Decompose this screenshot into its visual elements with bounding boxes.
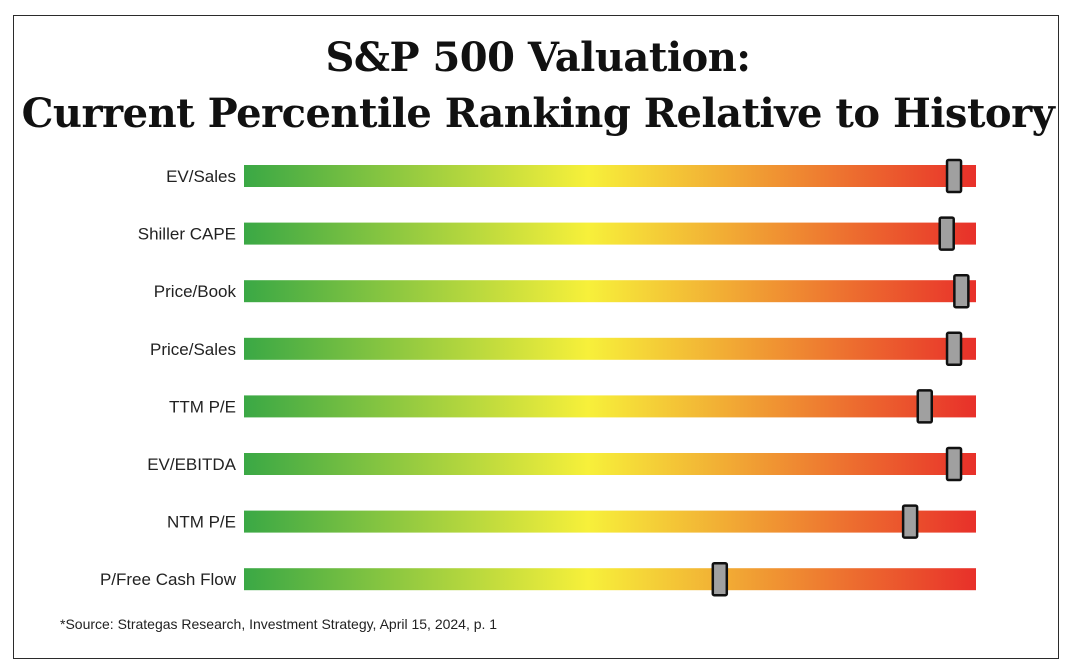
category-label-ev-sales: EV/Sales xyxy=(166,167,236,186)
category-label-shiller-cape: Shiller CAPE xyxy=(138,225,236,244)
category-label-ttm-p-e: TTM P/E xyxy=(169,397,236,416)
gradient-bar-shiller-cape xyxy=(244,222,976,245)
category-label-price-book: Price/Book xyxy=(154,282,237,301)
title-line-1: S&P 500 Valuation: xyxy=(325,34,751,81)
percentile-marker-p-free-cash-flow xyxy=(711,561,729,597)
percentile-marker-price-book xyxy=(953,273,970,309)
gradient-bar-price-book xyxy=(244,280,976,303)
gradient-bar-ev-ebitda xyxy=(244,453,976,475)
category-label-price-sales: Price/Sales xyxy=(150,340,236,359)
gradient-bar-p-free-cash-flow xyxy=(244,568,976,591)
title-line-2: Current Percentile Ranking Relative to H… xyxy=(21,90,1055,137)
gradient-bar-ev-sales xyxy=(244,165,976,187)
percentile-marker-shiller-cape xyxy=(938,216,955,251)
chart-title: S&P 500 Valuation: Current Percentile Ra… xyxy=(0,30,1076,142)
category-label-ntm-p-e: NTM P/E xyxy=(167,513,236,532)
gradient-bar-price-sales xyxy=(244,337,976,360)
gradient-bar-ntm-p-e xyxy=(244,510,976,533)
gradient-bar-ttm-p-e xyxy=(244,395,976,418)
category-label-ev-ebitda: EV/EBITDA xyxy=(147,455,236,474)
percentile-marker-ttm-p-e xyxy=(916,389,934,424)
source-footnote: *Source: Strategas Research, Investment … xyxy=(60,616,498,632)
percentile-marker-price-sales xyxy=(945,331,963,367)
chart-frame xyxy=(13,15,1059,659)
percentile-marker-ev-ebitda xyxy=(945,446,963,482)
percentile-marker-ev-sales xyxy=(945,158,963,194)
percentile-marker-ntm-p-e xyxy=(901,504,919,539)
chart-rows: EV/Sales Shiller CAPE Price/Book Price/Sale… xyxy=(100,158,976,597)
category-label-p-free-cash-flow: P/Free Cash Flow xyxy=(100,570,237,589)
